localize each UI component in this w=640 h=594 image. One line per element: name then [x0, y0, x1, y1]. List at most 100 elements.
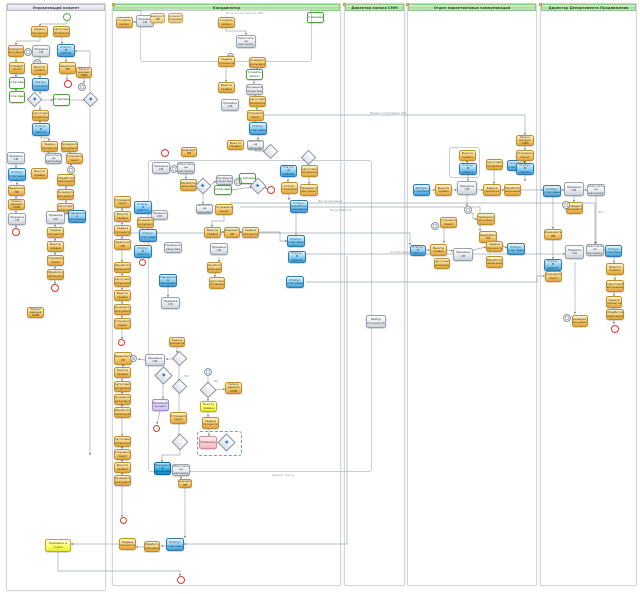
status-task-node[interactable]: Статус: Согласование — [286, 276, 304, 288]
task-node[interactable]: Подготовить материалы — [606, 280, 624, 292]
intermediate-event[interactable] — [130, 355, 137, 362]
status-task-node[interactable]: Статус: Согласование — [166, 538, 184, 551]
subprocess-node[interactable]: Приемка СМ — [152, 162, 170, 174]
task-node[interactable]: Запрос данных СМИ — [8, 199, 25, 210]
task-node[interactable]: Уведомить ЛВ — [8, 185, 25, 196]
lane-collapse-marker[interactable] — [112, 3, 115, 6]
task-node[interactable]: Обработка замечаний — [114, 262, 131, 273]
task-node[interactable]: Задача процесса — [114, 225, 131, 236]
subprocess-node[interactable]: Проверка качества — [216, 175, 233, 185]
task-node[interactable]: Внести правки — [31, 168, 48, 179]
task-node[interactable]: Подготовить материалы — [301, 165, 318, 177]
lane-collapse-marker[interactable] — [539, 3, 542, 6]
status-task-node[interactable]: Статус: В работе — [544, 259, 562, 271]
task-node[interactable]: Задача процесса — [242, 227, 259, 238]
task-node[interactable]: Подготовить материалы — [209, 277, 225, 289]
subprocess-node[interactable]: Приемка СМ — [457, 181, 477, 195]
subprocess-node[interactable]: Приемка СМ — [7, 152, 25, 164]
task-node[interactable]: Подготовить материалы — [114, 436, 131, 447]
task-node[interactable]: Задача процесса — [486, 241, 503, 252]
task-node[interactable]: Проверить документ — [137, 217, 154, 228]
subprocess-node[interactable]: Приемка СМ — [565, 245, 584, 259]
status-task-node[interactable]: Статус: Согласование — [287, 235, 305, 247]
task-node[interactable]: Обработка замечаний — [144, 541, 160, 552]
intermediate-event[interactable] — [563, 314, 571, 322]
task-node[interactable]: Статус: Согласование — [281, 182, 298, 194]
task-node[interactable]: Проверить документ — [114, 394, 131, 405]
approved-task-node[interactable]: Согласовано — [9, 77, 25, 89]
intermediate-event[interactable] — [67, 166, 75, 174]
subprocess-node[interactable]: Выбор исполнителя — [366, 315, 386, 328]
status-task-node[interactable]: Статус: Согласование — [249, 122, 267, 135]
subprocess-node[interactable]: Разослать на рассылку — [236, 35, 256, 48]
task-node[interactable]: Отправить пакет — [66, 153, 83, 164]
task-node[interactable]: Внести правки — [114, 211, 131, 222]
task-node[interactable]: Обработка замечаний — [114, 407, 131, 418]
task-node[interactable]: Внести правки — [218, 82, 235, 93]
status-task-node[interactable]: Статус: Согласование — [507, 243, 525, 255]
task-node[interactable]: Отправить пакет — [545, 271, 562, 282]
task-node[interactable]: Отправить пакет — [47, 255, 64, 266]
task-node[interactable]: Отправить пакет — [114, 196, 131, 208]
status-task-node[interactable]: Передача в продакшн — [159, 274, 177, 287]
task-node[interactable]: Задача процесса — [119, 538, 136, 550]
task-node[interactable]: Уведомить ЛВ — [544, 229, 562, 240]
status-task-node[interactable]: Статус: В работе — [459, 163, 477, 175]
subprocess-node[interactable]: Приемка СМ — [145, 354, 165, 366]
subprocess-node[interactable]: Приемка СМ — [46, 211, 65, 224]
task-node[interactable]: Обработка замечаний — [57, 174, 75, 186]
task-node[interactable]: Задача процесса — [31, 26, 48, 37]
task-node[interactable]: Отправить пакет — [114, 449, 131, 460]
subprocess-node[interactable]: Проверка качества — [164, 242, 182, 253]
task-node[interactable]: Задача процесса — [169, 337, 185, 347]
subprocess-node[interactable]: Разослать на рассылку — [196, 204, 213, 214]
task-node[interactable]: Запрос данных СМИ — [225, 382, 242, 394]
task-node[interactable]: Задача процесса — [606, 296, 622, 308]
intermediate-event[interactable] — [562, 201, 570, 209]
task-node[interactable]: Обработка замечаний — [180, 179, 197, 191]
intermediate-event[interactable] — [24, 48, 32, 56]
task-node[interactable]: Отправить пакет — [114, 318, 131, 329]
task-node[interactable]: Задача процесса — [218, 56, 235, 67]
lane-collapse-marker[interactable] — [343, 3, 346, 6]
intermediate-event[interactable] — [78, 83, 86, 91]
end-event[interactable] — [64, 80, 72, 88]
task-node[interactable]: Отправить пакет — [9, 62, 25, 74]
intermediate-event[interactable] — [204, 368, 212, 376]
highlighted-task-node[interactable]: Передать в отдел — [45, 539, 71, 552]
status-task-node[interactable]: Статус: Согласование — [139, 229, 157, 242]
end-event[interactable] — [177, 576, 185, 584]
subprocess-node[interactable]: Приемка СМ — [221, 99, 239, 111]
end-event[interactable] — [12, 228, 20, 236]
highlighted-task-node[interactable]: Внести правки — [200, 401, 217, 412]
status-task-node[interactable]: Статус: В работе — [288, 251, 306, 263]
task-node[interactable]: Проверить документ — [8, 45, 24, 57]
status-task-node[interactable]: Статус: В работе — [134, 245, 152, 258]
task-node[interactable]: Проверить документ — [300, 184, 318, 196]
subprocess-node[interactable]: Разослать на рассылку — [177, 162, 195, 174]
task-node[interactable]: Внести правки — [435, 184, 452, 196]
task-node[interactable]: Внести правки — [114, 290, 131, 301]
task-node[interactable]: Задача процесса — [483, 184, 501, 196]
task-node[interactable]: Запрос данных СМИ — [76, 67, 92, 78]
end-event[interactable] — [611, 325, 619, 333]
status-task-node[interactable]: Передача в продакшн — [68, 210, 86, 223]
subprocess-node[interactable]: Приемка СМ — [564, 182, 584, 196]
subprocess-node[interactable]: Разослать на рассылку — [247, 140, 264, 150]
lane-header-lane-marketing[interactable]: Отдел маркетинговых коммуникаций — [408, 4, 536, 11]
approved-task-node[interactable]: Согласовано — [307, 12, 324, 23]
task-node[interactable]: Уведомить ЛВ — [59, 62, 76, 74]
status-task-node[interactable]: Статус: В работе — [32, 123, 50, 136]
task-node[interactable]: Подготовить материалы — [114, 381, 131, 392]
status-task-node[interactable]: Статус: Согласование — [413, 184, 430, 196]
task-node[interactable]: Проверить документ — [477, 213, 495, 225]
task-node[interactable]: Обработка замечаний — [486, 256, 503, 268]
end-event[interactable] — [120, 517, 127, 524]
start-event[interactable] — [63, 13, 71, 21]
status-task-node[interactable]: Статус: В работе — [280, 165, 297, 177]
task-node[interactable]: Задача процесса — [47, 227, 64, 238]
task-node[interactable]: Отправить пакет — [215, 204, 233, 215]
task-node[interactable]: Внести правки — [204, 227, 221, 238]
task-node[interactable]: Уведомить ЛВ — [224, 227, 240, 238]
status-task-node[interactable]: Статус: Разработка прекращена — [290, 200, 308, 213]
